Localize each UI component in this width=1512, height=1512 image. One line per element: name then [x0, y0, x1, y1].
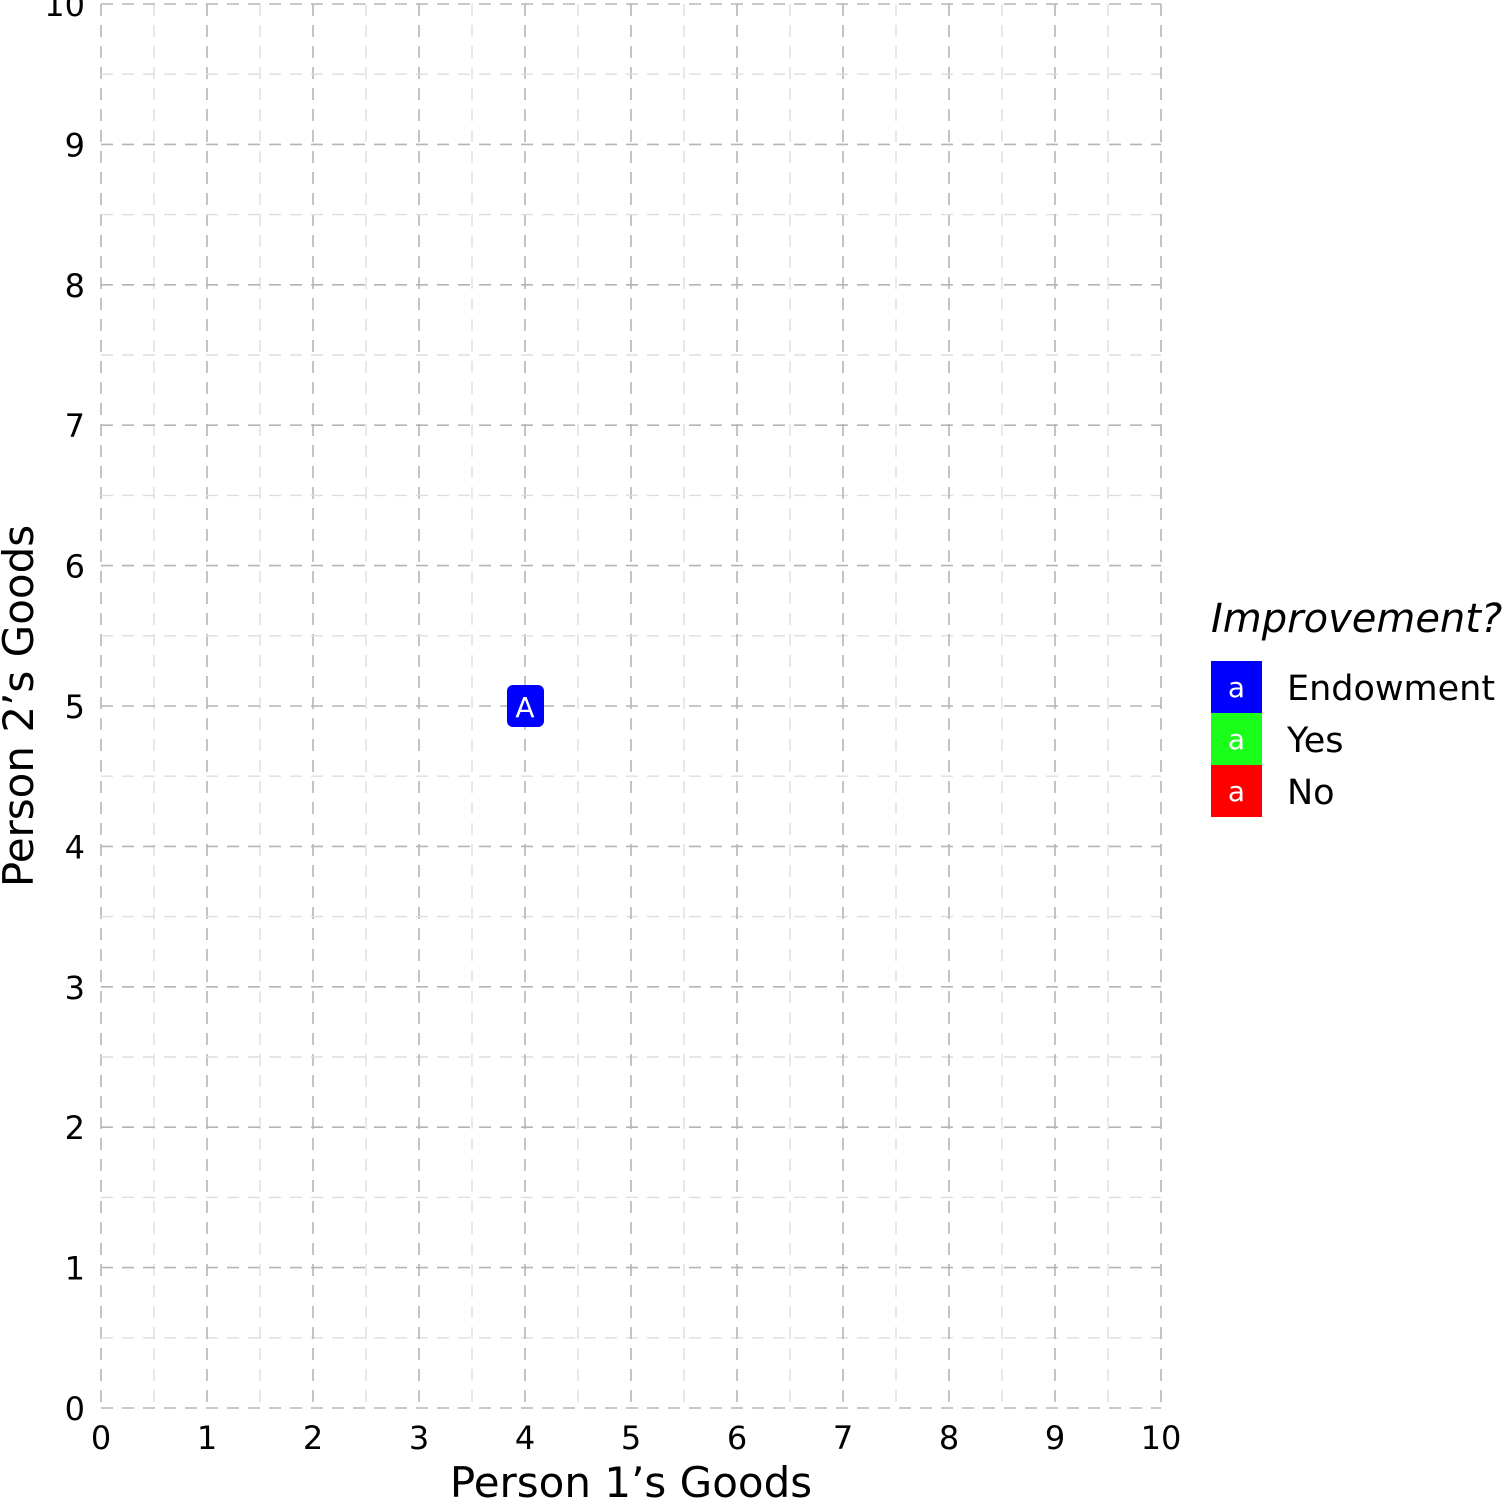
- x-tick-label: 1: [197, 1419, 217, 1457]
- x-tick-label: 2: [303, 1419, 323, 1457]
- y-tick-label: 3: [65, 969, 85, 1007]
- legend-key-glyph: a: [1228, 723, 1245, 756]
- legend-item-endowment: a Endowment: [1211, 661, 1495, 713]
- y-tick-label: 10: [44, 0, 85, 24]
- legend-key-glyph: a: [1228, 775, 1245, 808]
- edgeworth-chart: 0 1 2 3 4 5 6 7 8 9 10 0 1 2 3 4 5 6 7 8 9 10 A Person 1’s G…: [0, 0, 1512, 1512]
- points: A: [507, 685, 544, 727]
- legend-label: Yes: [1286, 721, 1344, 761]
- grid: [101, 4, 1161, 1408]
- x-axis-ticks: 0 1 2 3 4 5 6 7 8 9 10: [91, 1419, 1182, 1457]
- y-axis-ticks: 0 1 2 3 4 5 6 7 8 9 10: [44, 0, 85, 1428]
- x-tick-label: 0: [91, 1419, 111, 1457]
- y-tick-label: 9: [65, 126, 85, 164]
- legend-title: Improvement?: [1211, 596, 1502, 642]
- y-axis-title: Person 2’s Goods: [0, 525, 43, 887]
- legend: Improvement? a Endowment a Yes a No: [1211, 596, 1502, 817]
- x-tick-label: 7: [833, 1419, 853, 1457]
- legend-label: No: [1287, 773, 1335, 813]
- x-tick-label: 8: [939, 1419, 959, 1457]
- y-tick-label: 2: [65, 1109, 85, 1147]
- y-tick-label: 4: [65, 828, 85, 866]
- y-tick-label: 5: [65, 688, 85, 726]
- x-tick-label: 4: [515, 1419, 535, 1457]
- y-tick-label: 7: [65, 407, 85, 445]
- x-tick-label: 9: [1045, 1419, 1065, 1457]
- x-tick-label: 5: [621, 1419, 641, 1457]
- legend-item-no: a No: [1211, 765, 1335, 817]
- x-tick-label: 3: [409, 1419, 429, 1457]
- legend-item-yes: a Yes: [1211, 713, 1344, 765]
- y-tick-label: 6: [65, 548, 85, 586]
- x-axis-title: Person 1’s Goods: [450, 1458, 812, 1507]
- legend-key-glyph: a: [1228, 671, 1245, 704]
- y-tick-label: 8: [65, 267, 85, 305]
- point-label: A: [515, 691, 534, 724]
- point-a: A: [507, 685, 544, 727]
- x-tick-label: 6: [727, 1419, 747, 1457]
- legend-label: Endowment: [1287, 669, 1495, 709]
- x-tick-label: 10: [1141, 1419, 1182, 1457]
- y-tick-label: 0: [65, 1390, 85, 1428]
- y-tick-label: 1: [65, 1250, 85, 1288]
